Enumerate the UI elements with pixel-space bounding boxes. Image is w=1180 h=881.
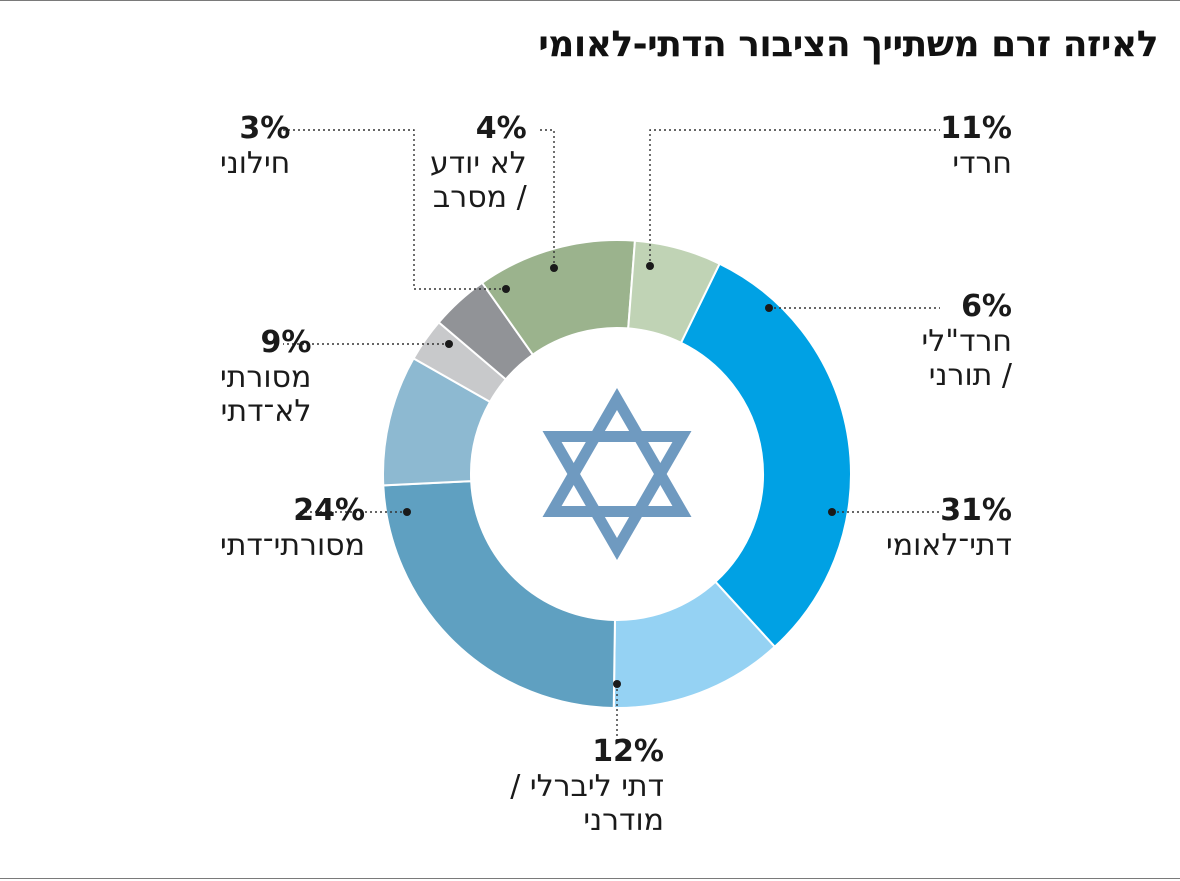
segment-percent: 3% — [239, 111, 291, 146]
segment-percent: 6% — [961, 289, 1012, 324]
segment-name: מסורתי לא־דתי — [220, 359, 312, 429]
segment-percent: 31% — [940, 493, 1012, 528]
leader-dot — [403, 508, 411, 516]
segment-name: חילוני — [220, 145, 291, 181]
leader-dot — [828, 508, 836, 516]
segment-label: 31% דתי־לאומי — [886, 493, 1012, 563]
segment-percent: 4% — [475, 111, 527, 146]
segment-name: לא יודע / מסרב — [430, 145, 527, 215]
segment-label: 9% מסורתי לא־דתי — [220, 325, 312, 430]
frame-bottom-border — [0, 878, 1180, 879]
segment-label: 4% לא יודע / מסרב — [430, 111, 527, 216]
leader-line — [280, 129, 506, 290]
segment-label: 12% דתי ליברלי / מודרני — [510, 734, 664, 839]
star-of-david-icon — [542, 387, 692, 561]
leader-dot — [765, 304, 773, 312]
leader-dot — [445, 340, 453, 348]
leader-dot — [613, 680, 621, 688]
donut-segment — [382, 480, 616, 709]
frame-top-border — [0, 0, 1180, 1]
donut-segment — [679, 262, 852, 649]
segment-label: 6% חרד"לי / תורני — [921, 289, 1012, 394]
leader-dot — [502, 285, 510, 293]
leader-line — [538, 129, 555, 268]
segment-name: דתי ליברלי / מודרני — [510, 768, 664, 838]
segment-name: מסורתי־דתי — [220, 527, 366, 563]
segment-percent: 11% — [940, 111, 1012, 146]
segment-percent: 12% — [592, 734, 664, 769]
leader-line — [649, 129, 940, 266]
segment-name: חרדי — [952, 145, 1012, 181]
segment-name: דתי־לאומי — [886, 527, 1012, 563]
segment-label: 24% מסורתי־דתי — [220, 493, 366, 563]
chart-title: לאיזה זרם משתייך הציבור הדתי-לאומי — [538, 24, 1158, 65]
segment-percent: 9% — [260, 325, 312, 360]
segment-percent: 24% — [293, 493, 366, 528]
leader-dot — [550, 264, 558, 272]
leader-dot — [646, 262, 654, 270]
segment-label: 3% חילוני — [220, 111, 291, 181]
segment-name: חרד"לי / תורני — [921, 323, 1012, 393]
segment-label: 11% חרדי — [940, 111, 1012, 181]
